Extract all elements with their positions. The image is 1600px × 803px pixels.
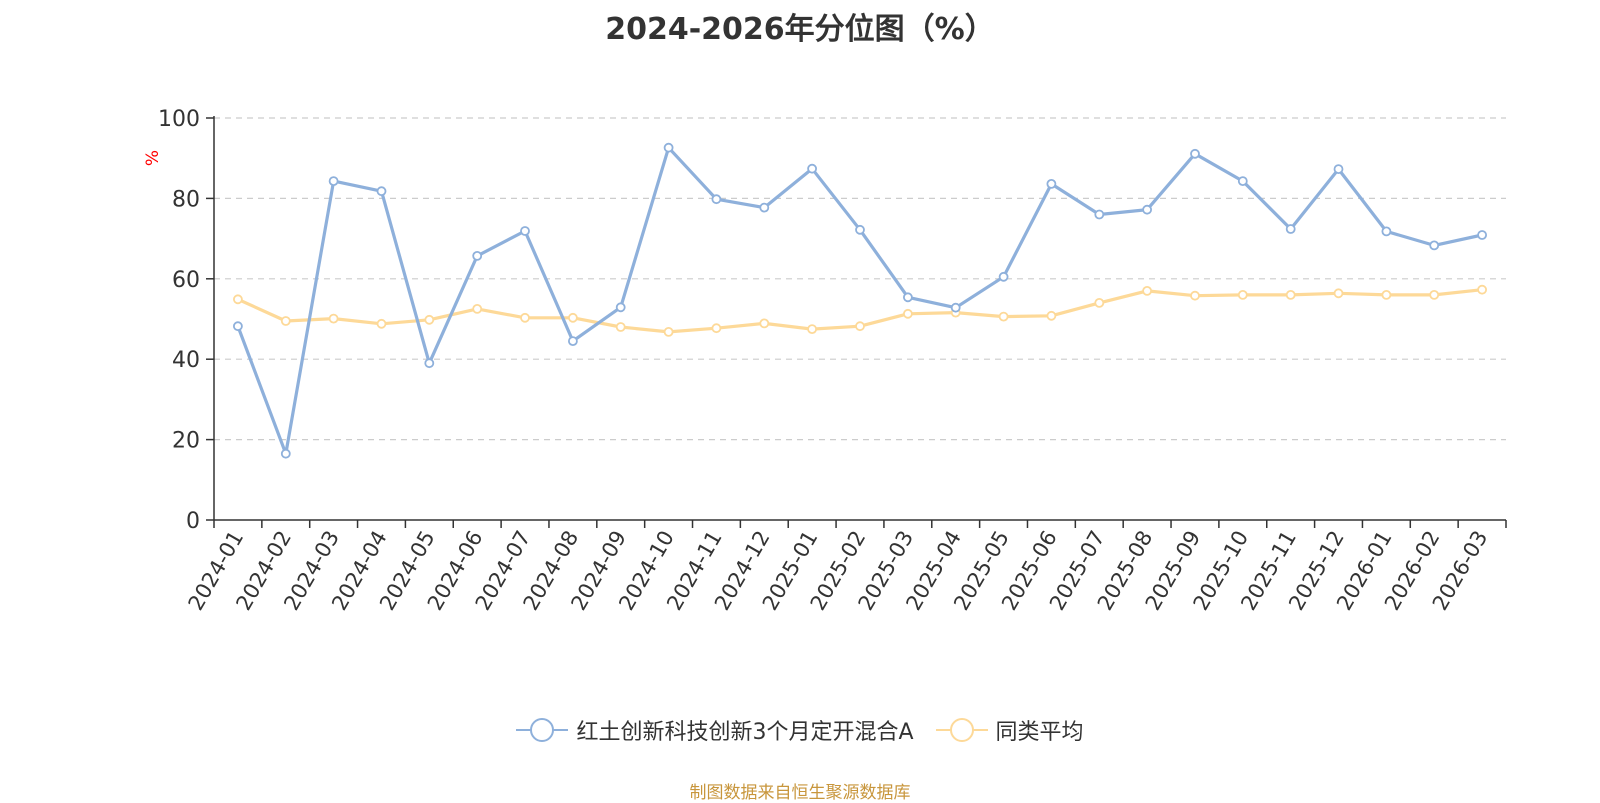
data-point-fund [807,163,817,174]
legend-marker-peer-average [935,718,988,742]
y-tick-label: 100 [158,107,200,132]
data-point-fund [1381,226,1392,237]
data-point-peer-average [759,318,770,329]
data-point-peer-average [1429,289,1440,300]
data-point-peer-average [1237,289,1248,300]
data-point-peer-average [280,316,291,326]
data-point-fund [1142,204,1152,215]
data-point-peer-average [903,308,913,319]
data-point-peer-average [1094,297,1105,308]
legend-label-peer-average: 同类平均 [995,720,1084,745]
data-point-fund [1333,164,1344,175]
data-point-peer-average [1381,289,1392,300]
data-point-peer-average [1333,288,1344,299]
data-point-peer-average [472,303,483,314]
source-note: 制图数据来自恒生聚源数据库 [689,783,911,803]
data-point-fund [759,202,770,213]
legend-label-fund: 红土创新科技创新3个月定开混合A [576,720,914,745]
data-point-fund [998,271,1009,282]
data-point-fund [615,302,626,313]
data-point-peer-average [1190,290,1200,301]
data-point-fund [1094,209,1105,220]
y-tick-label: 80 [172,187,200,212]
data-point-fund [1046,178,1057,189]
data-point-fund [1429,240,1440,251]
y-tick-label: 60 [172,268,200,293]
series-lines [232,142,1487,459]
data-point-peer-average [807,324,817,335]
data-point-fund [376,186,387,197]
data-point-fund [663,142,674,153]
series-line-fund [236,146,1484,456]
data-point-peer-average [232,294,243,305]
chart-title: 2024-2026年分位图（%） [605,12,995,47]
y-tick-label: 0 [186,509,200,534]
data-point-peer-average [568,312,578,323]
data-point-peer-average [615,322,626,332]
data-point-fund [1237,176,1248,187]
data-point-peer-average [663,326,674,337]
legend-item-fund[interactable]: 红土创新科技创新3个月定开混合A [516,714,914,746]
data-point-peer-average [1285,289,1296,300]
y-tick-label: 40 [172,348,200,373]
data-point-fund [520,226,530,236]
data-point-peer-average [376,318,387,329]
data-point-fund [950,302,961,313]
data-point-peer-average [1046,310,1057,321]
data-point-peer-average [1477,284,1487,295]
data-point-fund [1190,148,1200,159]
data-point-peer-average [328,313,339,324]
grid-lines [214,117,1506,441]
legend: 红土创新科技创新3个月定开混合A 同类平均 [0,714,1600,746]
data-point-fund [711,194,722,205]
data-point-fund [1477,230,1487,240]
data-point-peer-average [1142,285,1152,296]
y-tick-label: 20 [172,429,200,454]
y-axis-label: % [143,150,163,166]
data-point-peer-average [711,323,722,334]
data-point-fund [903,292,913,303]
data-point-peer-average [855,321,865,332]
data-point-fund [855,224,865,235]
axes: 0204060801002024-012024-022024-032024-04… [158,107,1507,614]
data-point-fund [472,250,483,261]
data-point-peer-average [520,312,530,323]
data-point-peer-average [424,314,435,325]
data-point-peer-average [998,311,1009,322]
data-point-fund [280,448,291,459]
data-point-fund [1285,224,1296,234]
data-point-fund [568,336,578,347]
legend-marker-fund [516,718,569,742]
legend-item-peer-average[interactable]: 同类平均 [935,714,1084,746]
data-point-fund [232,321,243,332]
data-point-fund [328,176,339,187]
data-point-fund [424,358,435,369]
